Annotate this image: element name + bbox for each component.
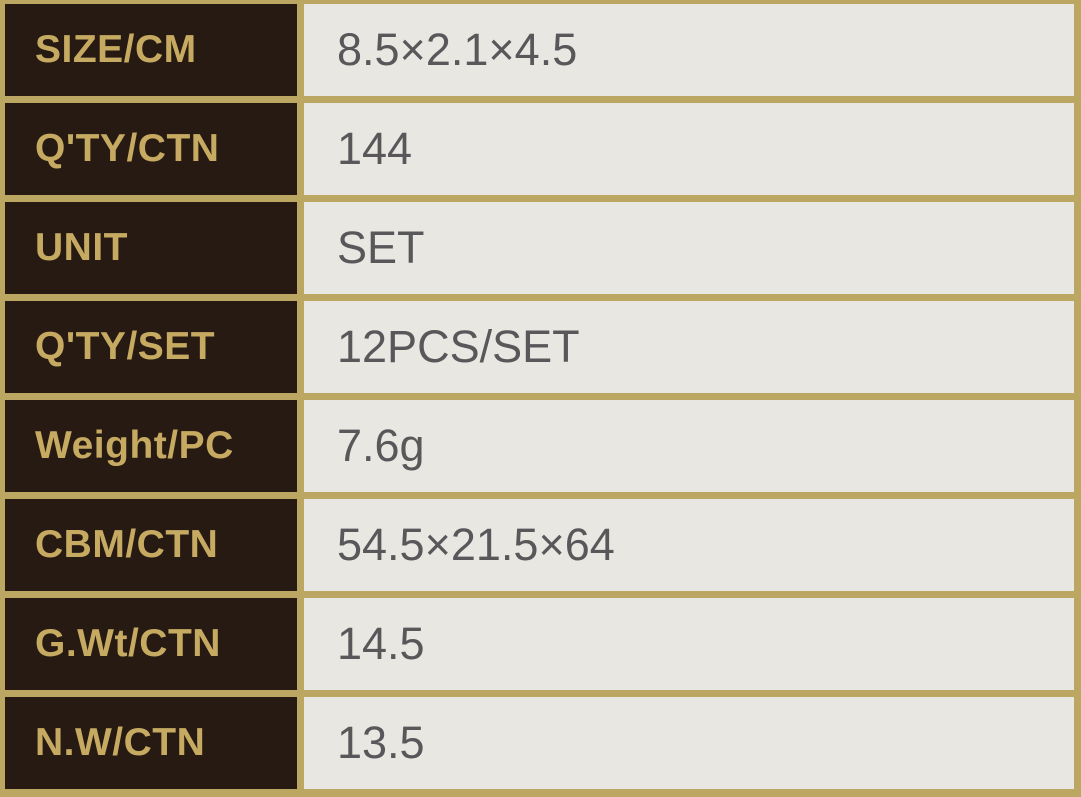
spec-label-weight-pc: Weight/PC [5,400,297,492]
spec-label-qty-ctn: Q'TY/CTN [5,103,297,195]
spec-label-nw-ctn: N.W/CTN [5,697,297,789]
spec-label-size-cm: SIZE/CM [5,4,297,96]
spec-value-qty-set: 12PCS/SET [304,301,1074,393]
spec-value-unit: SET [304,202,1074,294]
spec-value-nw-ctn: 13.5 [304,697,1074,789]
spec-value-gwt-ctn: 14.5 [304,598,1074,690]
spec-label-gwt-ctn: G.Wt/CTN [5,598,297,690]
spec-value-cbm-ctn: 54.5×21.5×64 [304,499,1074,591]
spec-value-qty-ctn: 144 [304,103,1074,195]
spec-value-weight-pc: 7.6g [304,400,1074,492]
spec-label-cbm-ctn: CBM/CTN [5,499,297,591]
spec-label-unit: UNIT [5,202,297,294]
spec-value-size-cm: 8.5×2.1×4.5 [304,4,1074,96]
spec-label-qty-set: Q'TY/SET [5,301,297,393]
